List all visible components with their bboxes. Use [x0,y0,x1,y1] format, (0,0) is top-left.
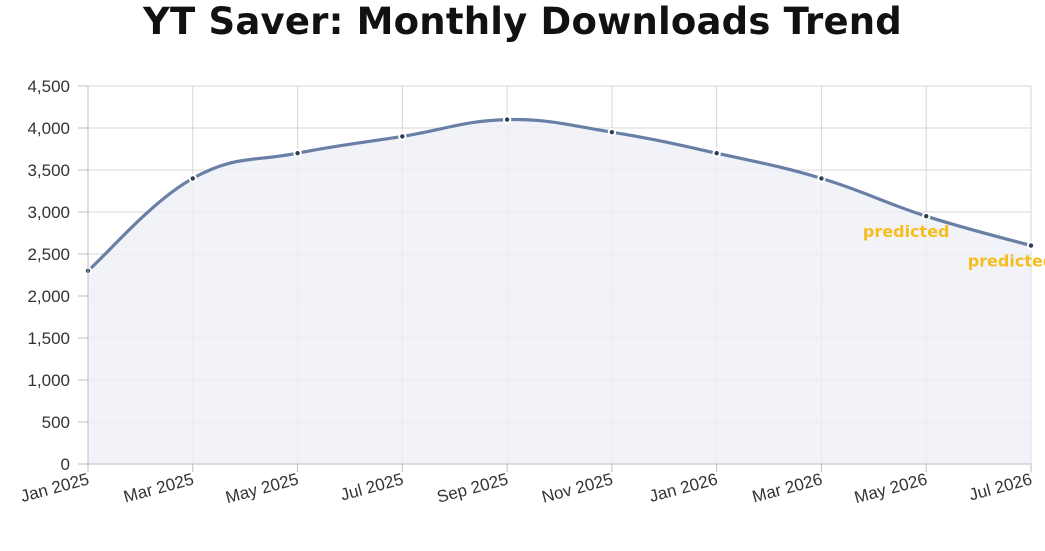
y-axis: 0 500 1,000 1,500 2,000 2,500 3,000 3,500 4,000 4… [27,77,89,474]
data-point [712,149,721,158]
data-point [398,132,407,141]
annotation-label: predicted [968,252,1045,271]
x-tick-label: Sep 2025 [435,470,510,507]
series-line [86,117,1033,273]
y-tick-label: 2,000 [27,287,70,306]
data-point [922,212,931,221]
data-point [502,115,512,124]
y-tick-label: 4,500 [27,77,70,96]
x-tick-label: Jan 2026 [647,470,719,506]
x-tick-label: Mar 2025 [122,470,196,507]
data-point [293,149,302,158]
data-point [817,174,826,183]
data-point [607,128,617,137]
x-axis: Jan 2025 Mar 2025 May 2025 Jul 2025 Sep 2025… [19,463,1034,508]
series-line-layer [86,117,1033,273]
x-tick-label: Jul 2026 [967,470,1034,505]
y-tick-label: 0 [61,455,70,474]
x-tick-label: Jul 2025 [338,470,405,505]
y-tick-label: 3,000 [27,203,70,222]
x-tick-label: Nov 2025 [540,470,615,507]
annotation-label: predicted [863,222,950,241]
y-tick-label: 2,500 [27,245,70,264]
annotations: predicted predicted [863,222,1045,270]
x-tick-label: Jan 2025 [19,470,91,506]
data-point [188,174,197,183]
y-tick-label: 1,000 [27,371,70,390]
x-tick-label: Mar 2026 [750,470,824,507]
y-tick-label: 3,500 [27,161,70,180]
data-point [1026,241,1036,250]
x-tick-label: May 2025 [224,470,301,508]
series-area [88,119,1031,464]
y-tick-label: 1,500 [27,329,70,348]
y-tick-label: 500 [42,413,70,432]
x-tick-label: May 2026 [852,470,929,508]
data-points [83,115,1036,275]
chart-title: YT Saver: Monthly Downloads Trend [142,0,902,43]
series-area-layer [88,119,1031,464]
y-tick-label: 4,000 [27,119,70,138]
